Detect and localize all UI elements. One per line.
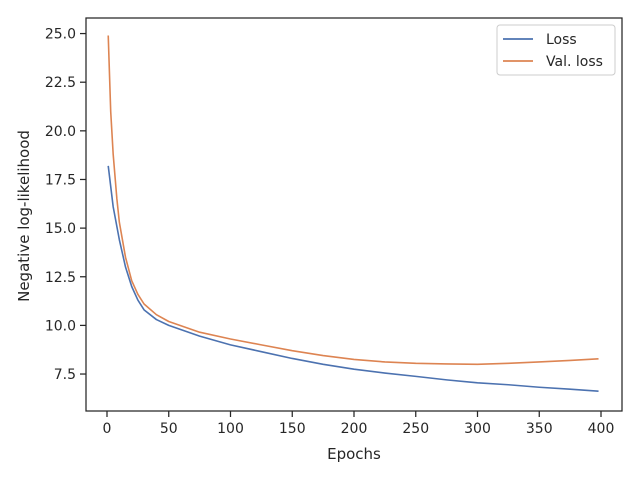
x-tick-label: 0 [103,421,112,437]
y-tick-label: 10.0 [45,318,76,334]
y-tick-label: 7.5 [54,367,76,383]
y-axis-label: Negative log-likelihood [15,130,33,302]
series-line-val-loss [107,35,599,366]
series-layer [107,35,599,392]
series-line-loss [107,165,599,392]
y-tick-label: 25.0 [45,27,76,43]
x-tick-label: 50 [160,421,178,437]
y-tick-label: 22.5 [45,75,76,91]
legend-label: Val. loss [546,54,603,70]
y-tick-label: 17.5 [45,172,76,188]
x-tick-label: 100 [217,421,244,437]
axes-layer: 0 50 100 150 200 250 300 350 400 7.5 10.0 12.5 15.0 1… [45,27,615,437]
legend-box [496,24,616,76]
x-tick-label: 250 [402,421,429,437]
x-axis-label: Epochs [327,445,381,463]
x-tick-label: 200 [341,421,368,437]
legend: Loss Val. loss [496,24,616,76]
x-tick-label: 350 [526,421,553,437]
y-tick-label: 20.0 [45,124,76,140]
legend-label: Loss [546,32,577,48]
y-tick-label: 15.0 [45,221,76,237]
x-tick-label: 400 [588,421,615,437]
x-tick-label: 150 [279,421,306,437]
y-tick-label: 12.5 [45,270,76,286]
x-tick-label: 300 [464,421,491,437]
